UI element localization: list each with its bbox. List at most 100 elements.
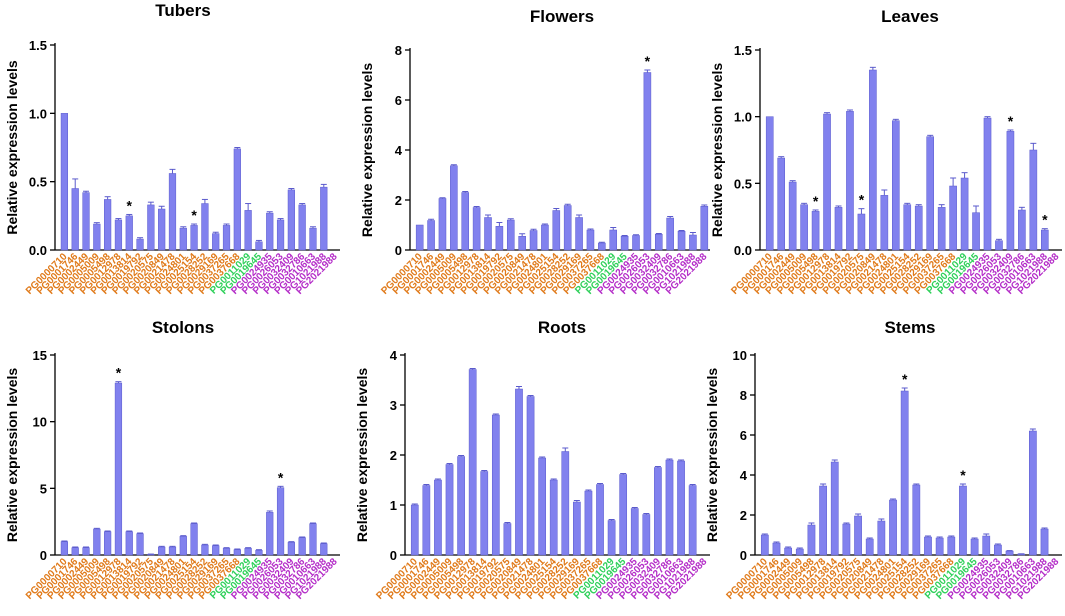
bar: [1029, 149, 1038, 251]
y-tick-label: 1.0: [734, 110, 752, 125]
chart-title: Leaves: [881, 7, 939, 26]
bar: [491, 414, 500, 556]
chart-title: Roots: [538, 318, 586, 337]
y-tick-label: 4: [740, 468, 748, 483]
bar: [666, 217, 674, 251]
bar: [563, 205, 572, 251]
bar: [795, 548, 804, 556]
bar: [276, 487, 285, 556]
bar: [320, 186, 328, 251]
bar: [846, 111, 854, 251]
bar: [935, 537, 944, 556]
bar: [168, 173, 177, 251]
y-tick-label: 0: [40, 548, 47, 563]
bar: [422, 485, 431, 556]
bar: [158, 546, 166, 556]
bar: [222, 548, 231, 556]
bar: [529, 230, 538, 251]
bar: [1005, 550, 1014, 556]
y-tick-label: 4: [395, 143, 403, 158]
y-tick-label: 3: [390, 398, 397, 413]
bar: [959, 485, 967, 556]
bar: [949, 185, 957, 251]
bar: [643, 72, 652, 251]
significance-asterisk: *: [902, 371, 908, 387]
bar: [912, 484, 921, 556]
bar: [526, 396, 535, 556]
bar: [983, 117, 992, 251]
bar: [179, 227, 187, 251]
bar: [104, 199, 112, 251]
bar: [541, 224, 549, 251]
bar: [1029, 430, 1037, 556]
significance-asterisk: *: [645, 53, 651, 69]
y-tick-label: 0.0: [29, 243, 47, 258]
bar: [427, 220, 435, 251]
y-tick-label: 5: [40, 481, 47, 496]
y-tick-label: 8: [395, 43, 402, 58]
significance-asterisk: *: [1042, 212, 1048, 228]
y-tick-label: 2: [395, 193, 402, 208]
bar: [233, 549, 241, 556]
bar: [914, 205, 923, 251]
bar: [924, 536, 932, 556]
bar: [926, 136, 934, 251]
bar: [1040, 528, 1049, 556]
bar: [784, 547, 792, 556]
bar: [654, 234, 663, 251]
bar: [688, 485, 697, 556]
significance-asterisk: *: [116, 365, 122, 381]
significance-asterisk: *: [813, 193, 819, 209]
bar: [1006, 131, 1015, 251]
chart-title: Flowers: [530, 7, 594, 26]
bar: [518, 236, 526, 251]
bar: [71, 547, 79, 556]
bar: [800, 204, 808, 251]
y-tick-label: 4: [390, 348, 398, 363]
bar: [1018, 209, 1026, 251]
bar: [212, 545, 220, 556]
y-tick-label: 6: [395, 93, 402, 108]
y-tick-label: 1.0: [29, 106, 47, 121]
y-tick-label: 0.5: [734, 176, 752, 191]
significance-asterisk: *: [127, 197, 133, 213]
bar: [480, 471, 489, 556]
bar: [201, 203, 209, 251]
bar: [700, 206, 709, 251]
y-tick-label: 0: [390, 548, 397, 563]
bar: [233, 148, 241, 251]
significance-asterisk: *: [960, 467, 966, 483]
bar: [892, 120, 900, 251]
bar: [136, 533, 144, 556]
bar: [807, 524, 816, 556]
bar: [857, 213, 866, 251]
bar: [147, 204, 155, 251]
chart-title: Stems: [884, 318, 935, 337]
bar: [434, 479, 442, 556]
y-tick-label: 0: [740, 548, 747, 563]
bar: [609, 229, 618, 251]
bar: [410, 504, 419, 556]
bar: [309, 523, 317, 556]
y-axis-label: Relative expression levels: [4, 368, 20, 543]
bar: [60, 541, 69, 556]
significance-asterisk: *: [278, 469, 284, 485]
bar: [190, 523, 198, 556]
bar: [972, 212, 980, 251]
bar: [880, 195, 889, 251]
bar: [596, 484, 604, 556]
bar: [472, 207, 481, 251]
bar: [179, 536, 187, 556]
bar: [190, 225, 198, 251]
bar: [201, 544, 209, 556]
bar: [552, 210, 561, 251]
bar: [114, 382, 123, 556]
y-tick-label: 1: [390, 498, 397, 513]
bar: [970, 538, 979, 556]
bar: [415, 224, 424, 251]
y-axis-label: Relative expression levels: [359, 63, 375, 238]
y-tick-label: 10: [733, 348, 747, 363]
